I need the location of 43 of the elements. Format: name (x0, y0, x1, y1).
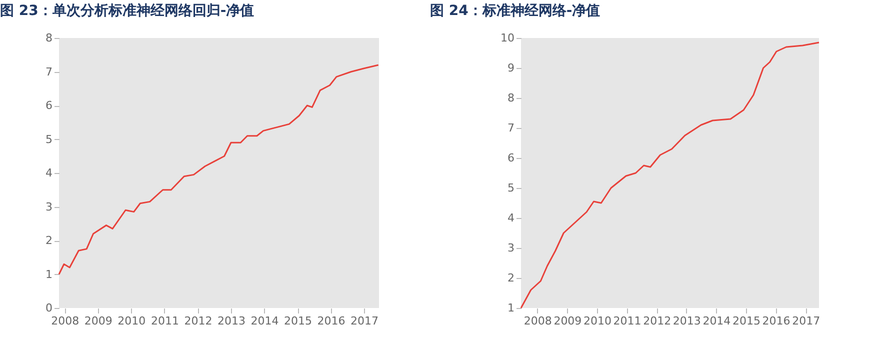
line-series (58, 64, 380, 275)
x-tick-label: 2017 (792, 314, 820, 328)
x-tick-label: 2009 (84, 314, 112, 328)
y-tick-label: 8 (46, 32, 52, 44)
y-tick-label: 6 (508, 152, 514, 164)
y-tick-label: 3 (46, 200, 52, 214)
x-tick-label: 2013 (217, 314, 246, 328)
x-tick-label: 2011 (613, 314, 642, 328)
y-tick-label: 3 (508, 242, 514, 254)
y-tick-label: 0 (46, 302, 52, 314)
x-tick-label: 2008 (524, 314, 552, 328)
x-tick-label: 2008 (51, 314, 80, 328)
x-tick-label: 2016 (762, 314, 790, 328)
x-tick-label: 2017 (350, 314, 379, 328)
y-tick-label: 9 (508, 62, 514, 74)
y-tick-label: 1 (508, 302, 514, 314)
y-tick-label: 10 (500, 32, 514, 44)
x-tick-label: 2010 (583, 314, 612, 328)
x-tick-label: 2011 (150, 314, 179, 328)
chart-title: 图 24：标准神经网络-净值 (430, 2, 600, 19)
x-tick-label: 2012 (184, 314, 212, 328)
y-tick-label: 5 (46, 132, 52, 146)
y-tick-label: 7 (46, 65, 52, 78)
chart-title: 图 23：单次分析标准神经网络回归-净值 (0, 2, 254, 19)
y-tick-label: 6 (46, 99, 52, 112)
y-tick-label: 2 (46, 234, 52, 247)
y-tick-label: 5 (508, 182, 514, 194)
y-tick-label: 2 (508, 272, 514, 284)
x-tick-label: 2012 (643, 314, 672, 328)
x-tick-label: 2014 (702, 314, 731, 328)
x-tick-label: 2015 (284, 314, 312, 328)
y-tick-label: 7 (508, 122, 514, 134)
x-tick-label: 2013 (672, 314, 701, 328)
y-tick-label: 4 (508, 212, 514, 224)
x-tick-label: 2010 (118, 314, 146, 328)
y-tick-label: 8 (508, 92, 514, 104)
y-tick-label: 1 (46, 268, 52, 281)
line-series (520, 42, 820, 309)
x-tick-label: 2016 (317, 314, 346, 328)
y-tick-label: 4 (46, 166, 52, 180)
x-tick-label: 2009 (554, 314, 582, 328)
x-tick-label: 2015 (732, 314, 760, 328)
x-tick-label: 2014 (250, 314, 279, 328)
